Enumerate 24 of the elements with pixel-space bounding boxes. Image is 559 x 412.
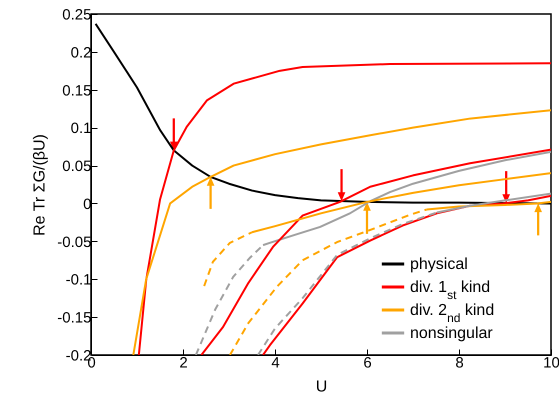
y-tick-label: 0 — [83, 196, 92, 213]
x-tick-label: 2 — [179, 354, 188, 372]
x-tick-label: 4 — [271, 354, 280, 372]
y-tick-label: 0.25 — [62, 6, 92, 24]
y-tick-label: 0.1 — [70, 120, 92, 138]
legend-label: div. 1$_{st}$ kind — [410, 279, 490, 302]
y-tick-label: -0.05 — [57, 234, 92, 251]
y-tick-label: -0.1 — [66, 272, 92, 289]
legend-label: nonsingular — [410, 325, 494, 342]
x-tick-label: 10 — [543, 354, 559, 372]
y-tick-label: 0.2 — [70, 44, 92, 62]
legend-label: physical — [410, 256, 468, 273]
y-axis-title: Re Tr ΣG/(βU) — [31, 134, 48, 236]
line-series — [200, 148, 551, 355]
y-tick-label: -0.15 — [57, 310, 92, 327]
y-tick-label: 0.15 — [62, 82, 92, 100]
line-series — [132, 109, 551, 355]
x-tick-label: 8 — [455, 354, 464, 372]
line-series — [138, 62, 551, 355]
x-axis-title: U — [316, 378, 328, 396]
line-series — [262, 194, 551, 355]
x-tick-label: 6 — [363, 354, 372, 372]
y-tick-label: 0.05 — [62, 158, 92, 176]
legend-label: div. 2$_{nd}$ kind — [410, 302, 494, 325]
